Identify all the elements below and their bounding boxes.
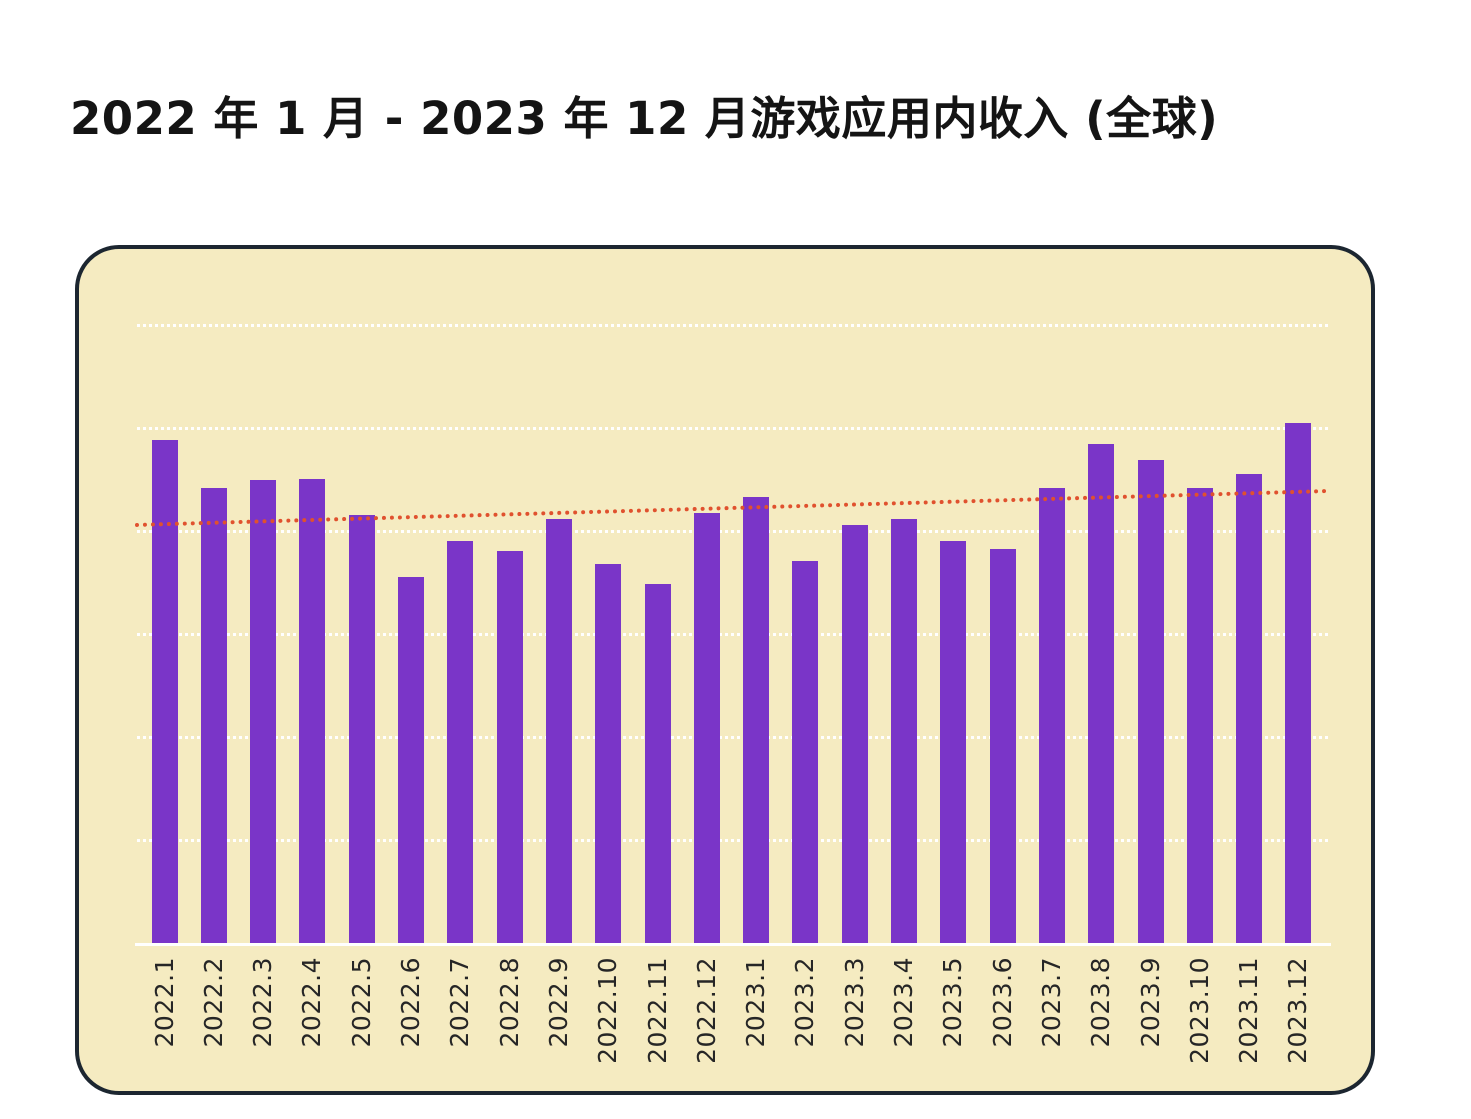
x-tick-label: 2022.4 (297, 957, 327, 1048)
x-tick-label: 2022.12 (691, 957, 721, 1064)
x-tick-label: 2023.4 (889, 957, 918, 1048)
bar (447, 541, 474, 945)
gridline (137, 736, 1328, 739)
gridline (137, 633, 1328, 636)
bar (1186, 488, 1213, 945)
x-tick-label: 2023.3 (839, 957, 869, 1048)
bar (496, 551, 523, 945)
bar (1285, 423, 1312, 945)
bar (200, 488, 227, 945)
x-tick-label: 2023.9 (1135, 957, 1165, 1048)
bar-chart-plot: 2022.1 2022.2 2022.3 2022.4 2022.5 2022.6 2022… (134, 249, 1331, 1064)
x-tick-label: 2023.10 (1184, 957, 1214, 1064)
x-tick-label: 2023.12 (1283, 957, 1313, 1064)
chart-card: 2022.1 2022.2 2022.3 2022.4 2022.5 2022.6 2022… (75, 245, 1375, 1095)
x-tick-label: 2022.9 (543, 957, 573, 1048)
x-tick-label: 2022.8 (494, 957, 524, 1048)
gridline (137, 427, 1328, 430)
bar (299, 479, 326, 945)
x-tick-label: 2022.2 (198, 957, 228, 1048)
bar (1137, 460, 1164, 945)
bar (348, 515, 375, 945)
bar (743, 497, 770, 945)
x-tick-label: 2022.7 (445, 957, 475, 1048)
x-tick-label: 2022.10 (593, 957, 623, 1064)
x-tick-label: 2023.2 (790, 957, 820, 1048)
bar (989, 549, 1016, 945)
bar (792, 561, 819, 945)
bar (891, 519, 917, 945)
bar (595, 564, 622, 945)
bar (1236, 474, 1263, 945)
x-tick-label: 2022.3 (248, 957, 278, 1048)
x-tick-label: 2023.11 (1234, 957, 1264, 1064)
x-tick-label: 2022.11 (642, 957, 672, 1064)
bar (841, 525, 868, 945)
gridline (137, 324, 1328, 327)
bar (151, 440, 178, 945)
bar (693, 513, 720, 945)
page-title: 2022 年 1 月 - 2023 年 12 月游戏应用内收入 (全球) (70, 92, 1219, 145)
bar (1038, 488, 1065, 945)
x-axis-line (135, 943, 1331, 946)
x-tick-label: 2023.5 (938, 957, 968, 1048)
gridline (137, 839, 1328, 842)
gridline (137, 530, 1328, 533)
x-tick-label: 2023.1 (741, 957, 771, 1048)
bar (644, 584, 671, 945)
bar (398, 577, 424, 945)
x-tick-label: 2022.5 (346, 957, 376, 1048)
bar (250, 480, 277, 945)
x-tick-label: 2023.8 (1086, 957, 1116, 1048)
bar (940, 541, 967, 945)
x-tick-label: 2022.6 (396, 957, 425, 1048)
x-tick-label: 2023.6 (987, 957, 1017, 1048)
bar (1088, 444, 1115, 945)
bar (545, 519, 572, 945)
x-tick-label: 2022.1 (149, 957, 179, 1048)
x-tick-label: 2023.7 (1036, 957, 1066, 1048)
